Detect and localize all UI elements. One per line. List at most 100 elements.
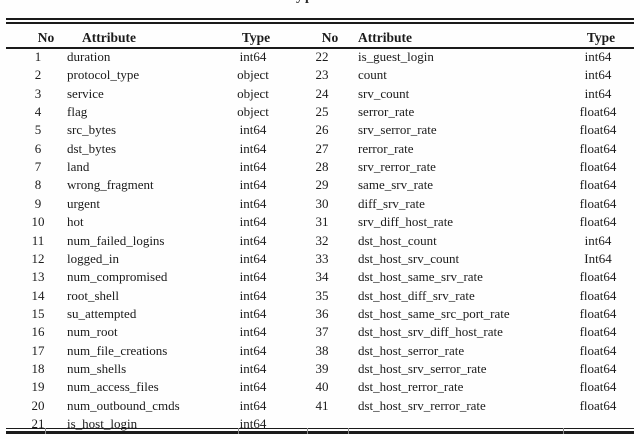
- attribute-cell: dst_host_srv_count: [358, 250, 460, 266]
- type-cell: int64: [239, 397, 267, 413]
- no-cell: 18: [31, 360, 45, 376]
- attribute-cell: protocol_type: [67, 67, 140, 83]
- no-cell: 33: [315, 250, 329, 266]
- type-cell: float64: [579, 342, 617, 358]
- type-cell: float64: [579, 287, 617, 303]
- header-separator-rule: [6, 47, 634, 50]
- no-cell: 41: [315, 397, 329, 413]
- attribute-cell: is_host_login: [67, 416, 138, 431]
- no-cell: 16: [31, 324, 45, 340]
- attribute-cell: srv_serror_rate: [358, 122, 437, 138]
- type-cell: int64: [239, 324, 267, 340]
- type-cell: object: [237, 67, 269, 83]
- type-cell: float64: [579, 214, 617, 230]
- type-cell: int64: [239, 49, 267, 64]
- header-type-right: Type: [586, 30, 616, 45]
- no-cell: 15: [31, 305, 45, 321]
- column-rule-artifact: [348, 427, 350, 435]
- no-cell: 20: [31, 397, 45, 413]
- no-cell: 1: [34, 49, 42, 64]
- table-top-rule-inner: [6, 21, 634, 24]
- attribute-cell: dst_host_same_src_port_rate: [358, 305, 510, 321]
- type-cell: float64: [579, 104, 617, 120]
- attribute-cell: num_access_files: [67, 379, 159, 395]
- type-cell: float64: [579, 195, 617, 211]
- attribute-cell: num_outbound_cmds: [67, 397, 180, 413]
- table-top-rule-outer: [6, 18, 634, 21]
- attribute-cell: num_root: [67, 324, 118, 340]
- type-cell: float64: [579, 177, 617, 193]
- no-cell: 13: [31, 269, 45, 285]
- attribute-cell: wrong_fragment: [67, 177, 154, 193]
- attribute-cell: src_bytes: [67, 122, 117, 138]
- attribute-cell: num_file_creations: [67, 342, 168, 358]
- attribute-cell: dst_bytes: [67, 140, 117, 156]
- attribute-cell: dst_host_diff_srv_rate: [358, 287, 475, 303]
- no-cell: 11: [31, 232, 45, 248]
- no-cell: 9: [34, 195, 42, 211]
- attribute-cell: rerror_rate: [358, 140, 414, 156]
- table-row: 15 su_attempted int64 36 dst_host_same_src_p…: [0, 305, 640, 323]
- attribute-cell: duration: [67, 49, 111, 64]
- no-cell: 35: [315, 287, 329, 303]
- type-cell: object: [237, 104, 269, 120]
- header-no-right: No: [321, 30, 339, 45]
- table-row: 4 flag object 25 serror_rate float64: [0, 103, 640, 121]
- table-row: 8 wrong_fragment int64 29 same_srv_rate float…: [0, 176, 640, 194]
- no-cell: 39: [315, 360, 329, 376]
- table-row: 9 urgent int64 30 diff_srv_rate float64: [0, 195, 640, 213]
- no-cell: 27: [315, 140, 329, 156]
- type-cell: int64: [239, 195, 267, 211]
- type-cell: int64: [239, 159, 267, 175]
- attribute-cell: dst_host_serror_rate: [358, 342, 465, 358]
- header-attribute-left: Attribute: [82, 30, 136, 45]
- no-cell: 21: [31, 416, 45, 431]
- no-cell: 22: [315, 49, 329, 64]
- column-rule-artifact: [563, 427, 565, 435]
- attribute-cell: root_shell: [67, 287, 119, 303]
- attribute-cell: serror_rate: [358, 104, 415, 120]
- table-row: 19 num_access_files int64 40 dst_host_rerror…: [0, 378, 640, 396]
- type-cell: int64: [239, 140, 267, 156]
- type-cell: int64: [239, 305, 267, 321]
- no-cell: 28: [315, 159, 329, 175]
- no-cell: 3: [34, 85, 42, 101]
- no-cell: 38: [315, 342, 329, 358]
- attribute-cell: num_compromised: [67, 269, 168, 285]
- no-cell: 34: [315, 269, 329, 285]
- attribute-cell: diff_srv_rate: [358, 195, 425, 211]
- table-row: 20 num_outbound_cmds int64 41 dst_host_srv_r…: [0, 397, 640, 415]
- no-cell: 26: [315, 122, 329, 138]
- type-cell: int64: [239, 360, 267, 376]
- no-cell: 31: [315, 214, 329, 230]
- column-rule-artifact: [45, 427, 47, 435]
- type-cell: int64: [239, 232, 267, 248]
- no-cell: 5: [34, 122, 42, 138]
- no-cell: 2: [34, 67, 42, 83]
- type-cell: int64: [584, 232, 612, 248]
- no-cell: 19: [31, 379, 45, 395]
- caption-fragment: yp: [296, 0, 336, 5]
- attribute-cell: dst_host_same_srv_rate: [358, 269, 483, 285]
- type-cell: float64: [579, 360, 617, 376]
- table-bottom-rule-outer: [6, 431, 634, 435]
- attribute-cell: srv_count: [358, 85, 410, 101]
- attribute-cell: flag: [67, 104, 88, 120]
- no-cell: 8: [34, 177, 42, 193]
- attribute-cell: num_shells: [67, 360, 127, 376]
- type-cell: float64: [579, 305, 617, 321]
- type-cell: int64: [239, 250, 267, 266]
- table-row: 16 num_root int64 37 dst_host_srv_diff_host_…: [0, 323, 640, 341]
- no-cell: 40: [315, 379, 329, 395]
- attribute-cell: land: [67, 159, 90, 175]
- header-attribute-right: Attribute: [358, 30, 412, 45]
- table-row: 18 num_shells int64 39 dst_host_srv_serror_r…: [0, 360, 640, 378]
- type-cell: float64: [579, 122, 617, 138]
- column-rule-artifact: [307, 427, 309, 435]
- attribute-cell: num_failed_logins: [67, 232, 165, 248]
- type-cell: int64: [239, 379, 267, 395]
- type-cell: object: [237, 85, 269, 101]
- attribute-cell: logged_in: [67, 250, 119, 266]
- no-cell: 23: [315, 67, 329, 83]
- type-cell: int64: [584, 85, 612, 101]
